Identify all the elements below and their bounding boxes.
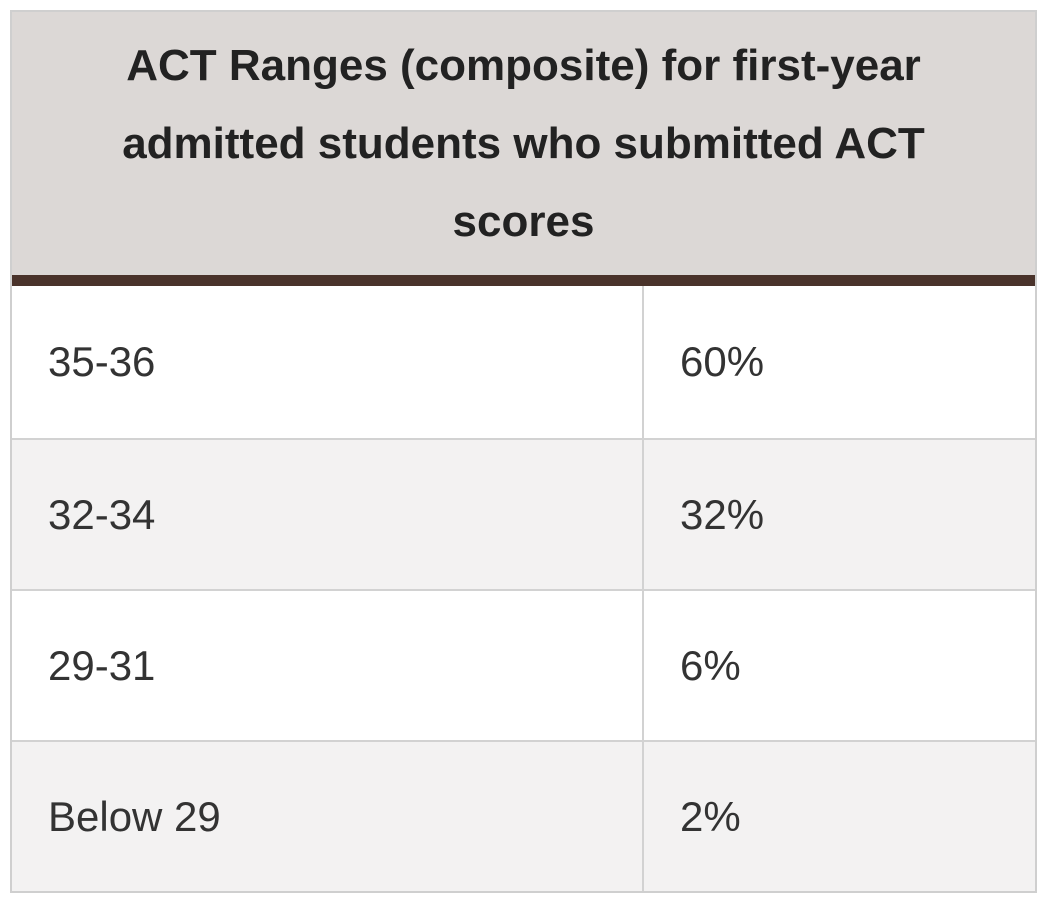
percent-cell: 32%: [680, 490, 765, 538]
score-range-cell: Below 29: [12, 742, 644, 891]
score-range-cell: 29-31: [12, 591, 644, 740]
percent-cell: 2%: [680, 792, 741, 840]
score-range-cell: 32-34: [12, 440, 644, 589]
table-body: 35-36 60% 32-34 32% 29-31 6% Below 29 2%: [12, 286, 1035, 891]
act-ranges-table: ACT Ranges (composite) for first-year ad…: [10, 10, 1037, 893]
table-row: 35-36 60%: [12, 286, 1035, 438]
table-row: Below 29 2%: [12, 740, 1035, 891]
score-range-cell: 35-36: [12, 286, 644, 438]
percent-cell: 60%: [680, 338, 765, 385]
percent-cell: 6%: [680, 641, 741, 689]
table-row: 32-34 32%: [12, 438, 1035, 589]
table-header-title: ACT Ranges (composite) for first-year ad…: [122, 40, 925, 246]
table-header: ACT Ranges (composite) for first-year ad…: [12, 12, 1035, 286]
table-row: 29-31 6%: [12, 589, 1035, 740]
